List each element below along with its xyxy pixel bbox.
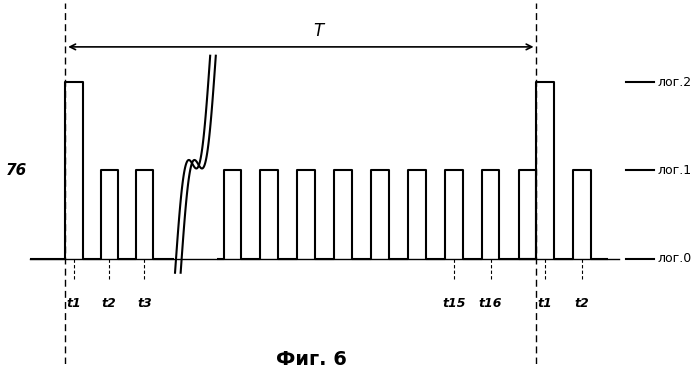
Text: лог.0: лог.0 [658, 252, 692, 265]
Text: t15: t15 [442, 297, 466, 310]
Text: Фиг. 6: Фиг. 6 [276, 350, 347, 369]
Text: лог.2: лог.2 [658, 76, 692, 88]
Text: t3: t3 [137, 297, 152, 310]
Text: T: T [313, 22, 324, 40]
Text: t1: t1 [67, 297, 82, 310]
Text: t2: t2 [575, 297, 589, 310]
Text: t16: t16 [479, 297, 503, 310]
Text: t2: t2 [102, 297, 117, 310]
Text: лог.1: лог.1 [658, 164, 692, 177]
Text: 76: 76 [6, 163, 27, 178]
Text: t1: t1 [538, 297, 552, 310]
